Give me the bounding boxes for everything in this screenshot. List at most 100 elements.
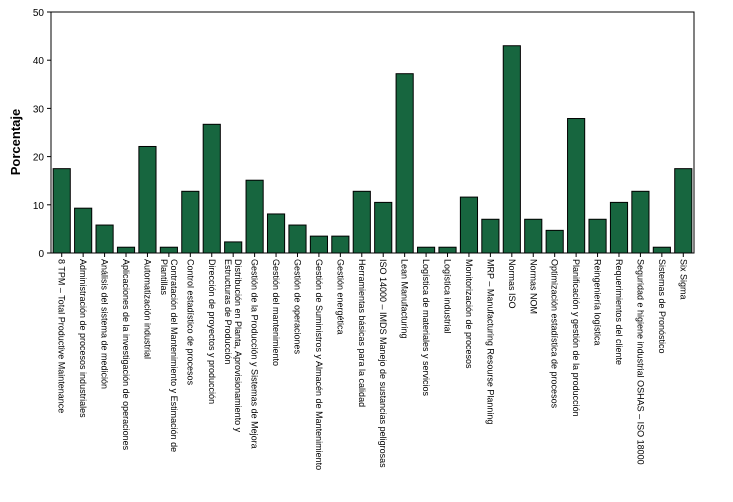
category-label-line: Planificación y gestión de la producción: [571, 259, 581, 417]
category-label: Distribución en Planta, Aprovisionamient…: [223, 259, 243, 433]
category-label-line: Monitorización de procesos: [464, 259, 474, 369]
category-label-line: Seguridad e higiene industrial OSHAS – I…: [635, 259, 645, 465]
category-label-line: Estructuras de Producción: [223, 259, 233, 365]
plot-frame: [50, 11, 695, 254]
category-label: Normas NOM: [528, 259, 538, 314]
category-label: Seguridad e higiene industrial OSHAS – I…: [635, 259, 645, 465]
category-label: Contratación del Mantenimiento y Estimac…: [159, 259, 179, 452]
bar: [545, 229, 564, 254]
category-label: Gestión de la Producción y Sistemas de M…: [250, 259, 260, 449]
category-label-line: Logística de materiales y servicios: [421, 259, 431, 397]
category-label-line: Gestión de operaciones: [292, 259, 302, 355]
category-label: Reingeniería logística: [593, 259, 603, 346]
category-label-line: Normas ISO: [507, 259, 517, 309]
bar: [266, 213, 286, 254]
y-axis-title: Porcentaje: [8, 109, 23, 175]
bar: [524, 218, 543, 254]
category-label-line: Logística industrial: [443, 259, 453, 334]
bar: [631, 190, 650, 254]
category-label: Lean Manufacturing: [400, 259, 410, 339]
category-label-line: Plantillas: [159, 259, 169, 296]
category-label: MRP – Manufacturing Resourse Planning: [485, 259, 495, 424]
y-tick-label: 20: [33, 153, 45, 164]
bar: [224, 241, 243, 254]
category-label-line: Dirección de proyectos y producción: [207, 259, 217, 404]
bar: [74, 207, 93, 254]
category-label-line: Herramientas básicas para la calidad: [357, 259, 367, 407]
category-label-line: Gestión del mantenimiento: [271, 259, 281, 366]
category-label-line: Gestión de la Producción y Sistemas de M…: [250, 259, 260, 449]
category-label: Análisis del sistema de medición: [100, 259, 110, 389]
category-label-line: Reingeniería logística: [593, 259, 603, 346]
category-label-line: Automatización industrial: [142, 259, 152, 359]
category-label-line: Requerimientos del cliente: [614, 259, 624, 365]
category-label-line: Distribución en Planta, Aprovisionamient…: [233, 259, 243, 433]
bar: [245, 179, 264, 254]
category-label-line: Administración de procesos industriales: [78, 259, 88, 418]
category-label-line: Lean Manufacturing: [400, 259, 410, 339]
y-tick-label: 10: [33, 201, 45, 212]
category-label: 8 TPM – Total Productive Maintenance: [57, 259, 67, 413]
category-label: Planificación y gestión de la producción: [571, 259, 581, 417]
category-label-line: Normas NOM: [528, 259, 538, 314]
category-label: Normas ISO: [507, 259, 517, 309]
y-tick-label: 40: [33, 56, 45, 67]
category-label: Herramientas básicas para la calidad: [357, 259, 367, 407]
bar: [588, 218, 607, 254]
category-label-line: 8 TPM – Total Productive Maintenance: [57, 259, 67, 413]
bar: [609, 201, 629, 254]
category-label: Automatización industrial: [142, 259, 152, 359]
bar: [138, 145, 157, 254]
category-label-line: Control estadístico de procesos: [185, 259, 195, 386]
category-label: Six Sigma: [678, 259, 688, 300]
category-label-line: Gestión de Suministros y Almacén de Mant…: [314, 259, 324, 470]
bar: [116, 246, 136, 254]
category-label: Gestión de Suministros y Almacén de Mant…: [314, 259, 324, 470]
y-tick-label: 30: [33, 104, 45, 115]
bar: [159, 246, 178, 254]
category-label-line: Contratación del Mantenimiento y Estimac…: [169, 259, 179, 452]
bar: [352, 190, 371, 254]
y-tick-label: 50: [33, 8, 45, 19]
category-label: Control estadístico de procesos: [185, 259, 195, 386]
bar: [395, 73, 414, 254]
y-tick-label: 0: [38, 249, 44, 260]
category-label: Logística industrial: [443, 259, 453, 334]
bar: [481, 218, 500, 254]
category-label: Optimización estadística de procesos: [550, 259, 560, 409]
bar: [502, 45, 521, 254]
bar: [417, 246, 436, 254]
category-label: Sistemas de Pronóstico: [657, 259, 667, 354]
category-label-line: Optimización estadística de procesos: [550, 259, 560, 409]
category-label-line: MRP – Manufacturing Resourse Planning: [485, 259, 495, 424]
bar: [331, 235, 350, 254]
bar: [438, 246, 457, 254]
bar: [52, 168, 71, 254]
category-label: Gestión del mantenimiento: [271, 259, 281, 366]
category-label-line: Gestión energética: [335, 259, 345, 335]
bar: [181, 190, 200, 254]
category-label-line: Sistemas de Pronóstico: [657, 259, 667, 354]
bar: [374, 201, 393, 254]
category-label: Logística de materiales y servicios: [421, 259, 431, 397]
category-label: Dirección de proyectos y producción: [207, 259, 217, 404]
plot-area: 0 10 20 30 40 50 8 TPM – Total Productive Main…: [33, 8, 695, 470]
category-label: Gestión energética: [335, 259, 345, 335]
category-label: Aplicaciones de la investigación de oper…: [121, 259, 131, 451]
category-label: ISO 14000 – IMDS Manejo de sustancias pe…: [378, 259, 388, 468]
category-label-line: Aplicaciones de la investigación de oper…: [121, 259, 131, 451]
category-label-line: Análisis del sistema de medición: [100, 259, 110, 389]
bar: [288, 224, 307, 254]
bar: [95, 224, 114, 254]
bar: [652, 246, 671, 254]
bar: [202, 123, 221, 254]
category-label-line: Six Sigma: [678, 259, 688, 300]
bar: [674, 168, 693, 254]
bar: [567, 118, 586, 254]
category-label-line: ISO 14000 – IMDS Manejo de sustancias pe…: [378, 259, 388, 468]
category-label: Monitorización de procesos: [464, 259, 474, 369]
bar: [459, 196, 479, 254]
category-label: Requerimientos del cliente: [614, 259, 624, 365]
category-label: Administración de procesos industriales: [78, 259, 88, 418]
